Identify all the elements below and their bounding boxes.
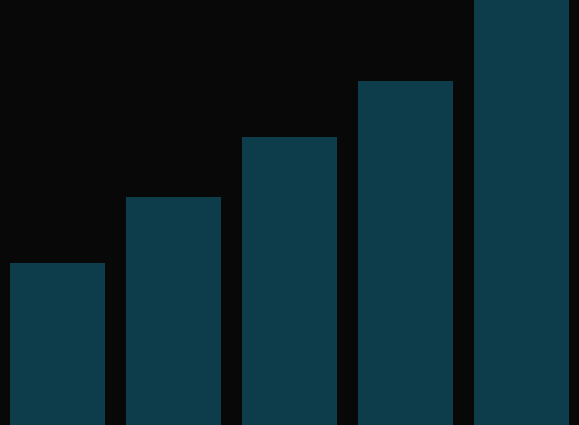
Bar: [126, 197, 221, 425]
Bar: [474, 0, 569, 425]
Bar: [10, 263, 105, 425]
Bar: [358, 81, 453, 425]
Bar: [242, 136, 337, 425]
